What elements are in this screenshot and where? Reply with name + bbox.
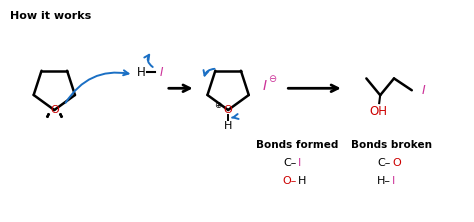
Text: Bonds formed: Bonds formed xyxy=(256,140,338,150)
Text: O: O xyxy=(224,105,232,115)
Text: C–: C– xyxy=(284,158,297,168)
Text: O: O xyxy=(50,105,59,115)
Text: H: H xyxy=(298,176,307,186)
Text: ⊕: ⊕ xyxy=(215,101,222,110)
Text: I: I xyxy=(422,84,426,97)
Text: H: H xyxy=(224,121,232,131)
FancyArrowPatch shape xyxy=(66,70,128,103)
Text: O: O xyxy=(392,158,401,168)
Text: C–: C– xyxy=(378,158,391,168)
Text: H: H xyxy=(137,66,146,79)
Text: I: I xyxy=(159,66,163,79)
Text: OH: OH xyxy=(369,105,387,117)
Text: I: I xyxy=(263,79,267,93)
Text: I: I xyxy=(298,158,301,168)
FancyArrowPatch shape xyxy=(144,55,153,67)
Text: O–: O– xyxy=(283,176,297,186)
Text: Bonds broken: Bonds broken xyxy=(351,140,431,150)
Text: ⊖: ⊖ xyxy=(268,74,277,84)
Text: H–: H– xyxy=(377,176,391,186)
FancyArrowPatch shape xyxy=(232,114,238,119)
Text: I: I xyxy=(392,176,395,186)
Text: How it works: How it works xyxy=(10,11,91,21)
FancyArrowPatch shape xyxy=(203,69,215,75)
